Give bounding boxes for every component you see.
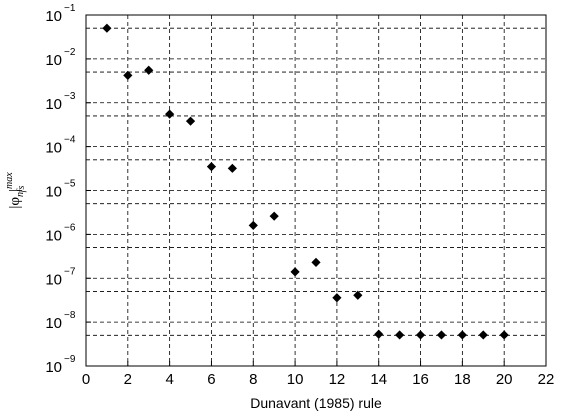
x-tick-label: 2	[124, 371, 132, 388]
x-tick-label: 20	[496, 371, 513, 388]
y-tick-label-exponent: −6	[64, 222, 76, 233]
y-tick-label-exponent: −7	[64, 266, 76, 277]
x-tick-label: 4	[165, 371, 173, 388]
data-point	[102, 23, 112, 33]
data-point	[123, 70, 133, 81]
y-axis-title-subscript: fs	[16, 186, 27, 193]
y-tick-label-base: 10	[45, 184, 62, 201]
data-point	[415, 330, 426, 340]
data-point	[332, 293, 342, 303]
y-tick-label: 10 −3	[45, 91, 76, 113]
y-axis-title-main: |φ	[7, 197, 23, 209]
y-tick-label: 10 −5	[45, 179, 76, 201]
y-tick-label-exponent: −9	[64, 354, 76, 365]
data-point	[165, 109, 175, 119]
data-points	[102, 23, 509, 340]
x-tick-label: 8	[249, 371, 257, 388]
y-tick-label-base: 10	[45, 227, 62, 244]
y-tick-label: 10 −9	[45, 354, 76, 376]
y-tick-label-exponent: −4	[64, 135, 76, 146]
x-tick-label: 0	[82, 371, 90, 388]
y-tick-label-exponent: −8	[64, 310, 76, 321]
y-tick-label: 10 −6	[45, 222, 76, 244]
y-tick-label-base: 10	[45, 52, 62, 69]
y-tick-label: 10 −4	[45, 135, 76, 157]
y-tick-label-exponent: −5	[64, 179, 76, 190]
y-axis-title-superscript: max	[4, 172, 15, 189]
y-tick-label: 10 −1	[45, 3, 76, 25]
data-point	[478, 330, 488, 340]
data-point	[353, 290, 363, 300]
y-tick-label: 10 −2	[45, 47, 76, 69]
data-point	[311, 257, 321, 267]
data-point	[290, 267, 300, 277]
x-tick-label: 14	[370, 371, 387, 388]
y-tick-label-base: 10	[45, 8, 62, 25]
data-point	[395, 330, 405, 340]
x-tick-labels: 0 2 4 6 8 10 12 14 16 18 20 22	[82, 371, 555, 388]
x-tick-label: 16	[412, 371, 429, 388]
y-tick-label-base: 10	[45, 315, 62, 332]
y-tick-label-exponent: −3	[64, 91, 76, 102]
x-tick-label: 12	[329, 371, 346, 388]
x-tick-label: 18	[454, 371, 471, 388]
data-point	[436, 330, 447, 340]
data-point	[248, 220, 258, 231]
y-tick-labels: 10−910−810−710−610−510−410−310−210−1	[45, 3, 76, 376]
data-point	[374, 329, 384, 339]
grid-layer	[86, 15, 546, 366]
x-tick-label: 6	[207, 371, 215, 388]
y-tick-label-exponent: −2	[64, 47, 76, 58]
ticks-layer	[85, 14, 547, 367]
x-tick-label: 22	[538, 371, 555, 388]
y-tick-label: 10 −7	[45, 266, 76, 288]
x-axis-title: Dunavant (1985) rule	[250, 395, 382, 411]
y-tick-label-base: 10	[45, 359, 62, 376]
y-tick-label-base: 10	[45, 96, 62, 113]
x-tick-label: 10	[287, 371, 304, 388]
y-axis-title-sub: n	[15, 192, 26, 197]
data-point	[269, 211, 279, 221]
plot-frame	[85, 14, 547, 367]
y-tick-label-base: 10	[45, 140, 62, 157]
data-point	[144, 65, 154, 75]
y-tick-label-exponent: −1	[64, 3, 76, 14]
y-axis-title-close: |	[7, 189, 23, 192]
data-point	[457, 330, 467, 340]
y-axis-title-text: |φn|maxfs	[4, 172, 27, 209]
y-axis-title: |φn|maxfs	[4, 172, 27, 209]
y-tick-label-base: 10	[45, 271, 62, 288]
y-tick-label: 10 −8	[45, 310, 76, 332]
data-point	[206, 162, 217, 172]
data-point	[499, 330, 509, 340]
data-point	[227, 163, 237, 173]
data-point	[185, 116, 196, 126]
